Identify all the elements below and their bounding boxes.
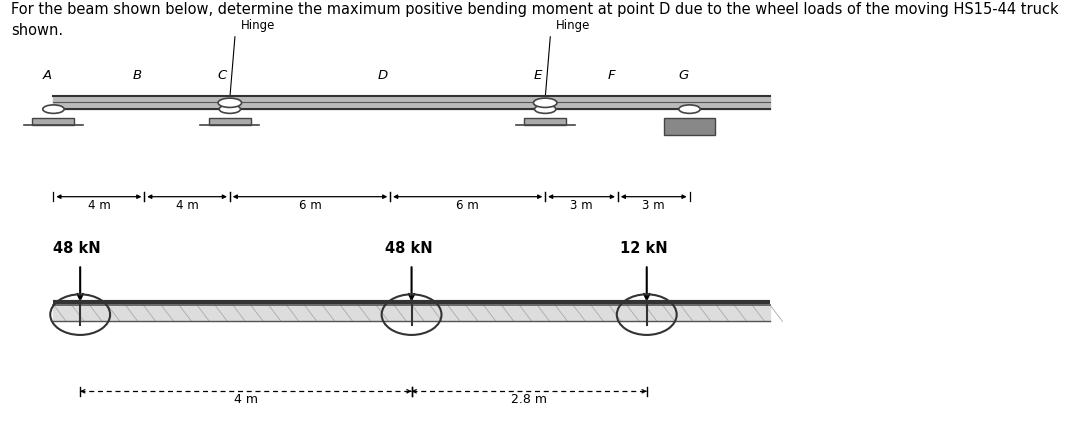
Bar <box>524 118 567 125</box>
Text: For the beam shown below, determine the maximum positive bending moment at point: For the beam shown below, determine the … <box>11 2 1058 38</box>
Text: E: E <box>533 69 542 82</box>
Bar <box>32 118 75 125</box>
Circle shape <box>43 105 64 113</box>
Text: Hinge: Hinge <box>556 19 590 32</box>
Text: C: C <box>218 69 227 82</box>
Text: 4 m: 4 m <box>88 199 110 212</box>
Text: Hinge: Hinge <box>241 19 275 32</box>
Bar <box>664 118 715 135</box>
Text: 48 kN: 48 kN <box>53 241 102 256</box>
Circle shape <box>219 105 241 113</box>
Circle shape <box>679 105 700 113</box>
Circle shape <box>218 98 242 107</box>
Text: 4 m: 4 m <box>175 199 199 212</box>
Circle shape <box>533 98 557 107</box>
Text: 6 m: 6 m <box>298 199 322 212</box>
Text: G: G <box>678 69 688 82</box>
Text: F: F <box>607 69 616 82</box>
Circle shape <box>534 105 556 113</box>
Text: A: A <box>43 69 51 82</box>
Text: 3 m: 3 m <box>570 199 593 212</box>
Bar <box>208 118 251 125</box>
Text: 2.8 m: 2.8 m <box>511 393 547 407</box>
Text: 48 kN: 48 kN <box>385 241 433 256</box>
Text: 6 m: 6 m <box>456 199 479 212</box>
Text: 4 m: 4 m <box>234 393 258 407</box>
Text: B: B <box>133 69 141 82</box>
Text: 12 kN: 12 kN <box>620 241 668 256</box>
Text: 3 m: 3 m <box>642 199 665 212</box>
Text: D: D <box>377 69 388 82</box>
